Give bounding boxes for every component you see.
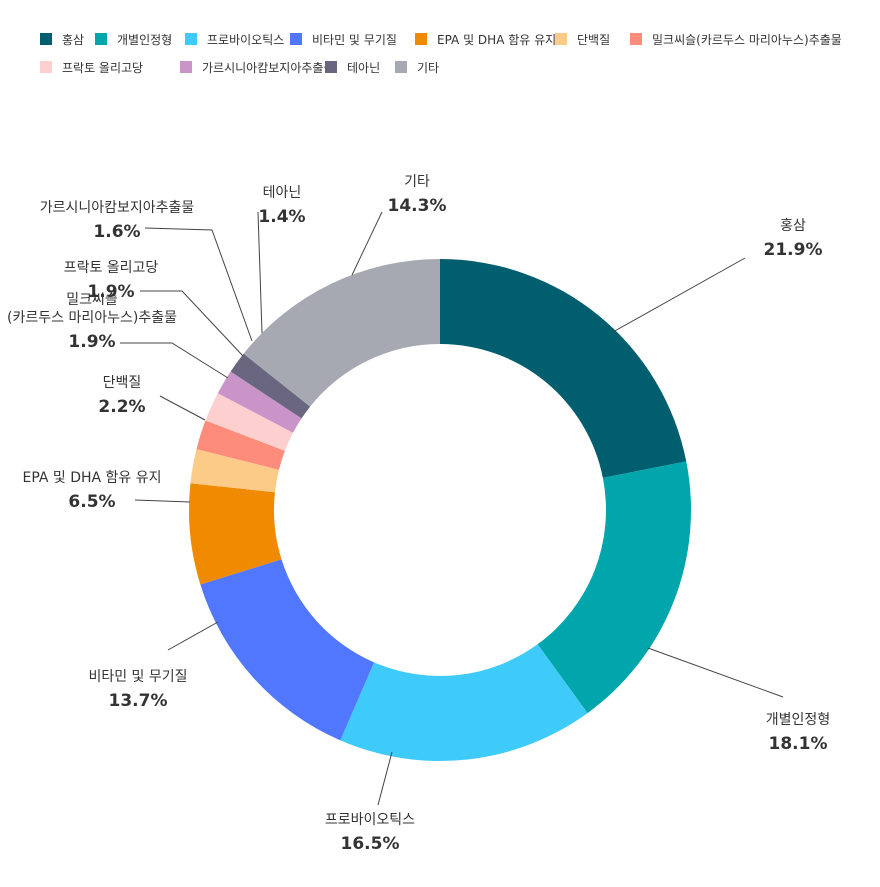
- slice-label: 비타민 및 무기질: [88, 669, 187, 685]
- legend-swatch: [630, 33, 642, 45]
- legend-item: 테아닌: [325, 59, 395, 76]
- legend-label: 밀크씨슬(카르두스 마리아누스)추출물: [652, 32, 842, 47]
- legend-swatch: [555, 33, 567, 45]
- legend-swatch: [290, 33, 302, 45]
- legend-item: 밀크씨슬(카르두스 마리아누스)추출물: [630, 31, 850, 48]
- chart-legend: 홍삼 개별인정형 프로바이오틱스 비타민 및 무기질 EPA 및 DHA 함유 유지 단백…: [40, 28, 860, 84]
- legend-swatch: [415, 33, 427, 45]
- donut-slice: [188, 483, 282, 585]
- legend-row: 프락토 올리고당 가르시니아캄보지아추출물 테아닌 기타: [40, 56, 860, 78]
- slice-label: 홍삼: [780, 218, 806, 234]
- slice-label: 단백질: [103, 375, 142, 391]
- slice-value-label: 14.3%: [388, 196, 447, 216]
- slice-value-label: 13.7%: [109, 691, 168, 711]
- donut-slice: [440, 259, 687, 478]
- slice-value-label: 1.9%: [87, 282, 134, 302]
- donut-slice: [205, 393, 294, 451]
- leader-line: [144, 227, 253, 342]
- legend-swatch: [185, 33, 197, 45]
- legend-item: 홍삼: [40, 31, 95, 48]
- legend-label: 프락토 올리고당: [62, 60, 144, 75]
- legend-swatch: [325, 61, 337, 73]
- slice-label: 프로바이오틱스: [325, 812, 415, 828]
- legend-label: 단백질: [577, 32, 611, 47]
- legend-swatch: [395, 61, 407, 73]
- donut-slice: [200, 559, 375, 741]
- donut-slice: [340, 644, 588, 761]
- slice-value-label: 1.9%: [68, 332, 115, 352]
- leader-line: [647, 647, 784, 698]
- legend-item: 가르시니아캄보지아추출물: [180, 59, 334, 76]
- legend-label: 기타: [417, 60, 440, 75]
- legend-item: 개별인정형: [95, 31, 185, 48]
- leader-line: [120, 342, 229, 379]
- slice-value-label: 1.4%: [258, 207, 305, 227]
- legend-label: EPA 및 DHA 함유 유지: [437, 32, 557, 47]
- legend-row: 홍삼 개별인정형 프로바이오틱스 비타민 및 무기질 EPA 및 DHA 함유 유지 단백…: [40, 28, 860, 50]
- donut-slice: [196, 420, 285, 470]
- legend-label: 비타민 및 무기질: [312, 32, 397, 47]
- legend-item: 기타: [395, 59, 455, 76]
- slice-label: 프락토 올리고당: [64, 260, 159, 276]
- donut-slice: [217, 371, 302, 433]
- donut-slice: [537, 461, 691, 714]
- slice-value-label: 18.1%: [769, 734, 828, 754]
- legend-swatch: [180, 61, 192, 73]
- legend-swatch: [95, 33, 107, 45]
- leader-line: [612, 257, 746, 333]
- donut-slice: [230, 353, 311, 419]
- slice-label: 개별인정형: [766, 712, 830, 728]
- leader-line: [167, 621, 219, 651]
- slice-value-label: 16.5%: [341, 834, 400, 854]
- slice-label: 기타: [404, 174, 430, 190]
- legend-item: 비타민 및 무기질: [290, 31, 415, 48]
- legend-item: 프락토 올리고당: [40, 59, 180, 76]
- legend-label: 개별인정형: [117, 32, 173, 47]
- leader-line: [134, 499, 191, 503]
- donut-slice: [190, 449, 279, 493]
- legend-label: 홍삼: [62, 32, 85, 47]
- slice-label: (카르두스 마리아누스)추출물: [7, 310, 177, 326]
- slice-label: 가르시니아캄보지아추출물: [40, 200, 195, 216]
- leader-line: [257, 211, 263, 334]
- slice-label: 테아닌: [263, 185, 302, 201]
- slice-value-label: 21.9%: [764, 240, 823, 260]
- slice-value-label: 2.2%: [98, 397, 145, 417]
- legend-label: 프로바이오틱스: [207, 32, 285, 47]
- donut-slice: [243, 259, 440, 407]
- legend-item: 프로바이오틱스: [185, 31, 290, 48]
- slice-value-label: 6.5%: [68, 492, 115, 512]
- leader-line: [377, 751, 393, 806]
- legend-swatch: [40, 61, 52, 73]
- legend-item: EPA 및 DHA 함유 유지: [415, 31, 557, 48]
- leader-line: [351, 211, 383, 276]
- leader-line: [159, 395, 206, 421]
- slice-label: 밀크씨슬: [66, 292, 118, 308]
- legend-label: 가르시니아캄보지아추출물: [202, 60, 335, 75]
- slice-value-label: 1.6%: [93, 222, 140, 242]
- leader-line: [140, 290, 244, 357]
- legend-item: 단백질: [555, 31, 630, 48]
- slice-label: EPA 및 DHA 함유 유지: [22, 470, 161, 486]
- legend-label: 테아닌: [347, 60, 381, 75]
- legend-swatch: [40, 33, 52, 45]
